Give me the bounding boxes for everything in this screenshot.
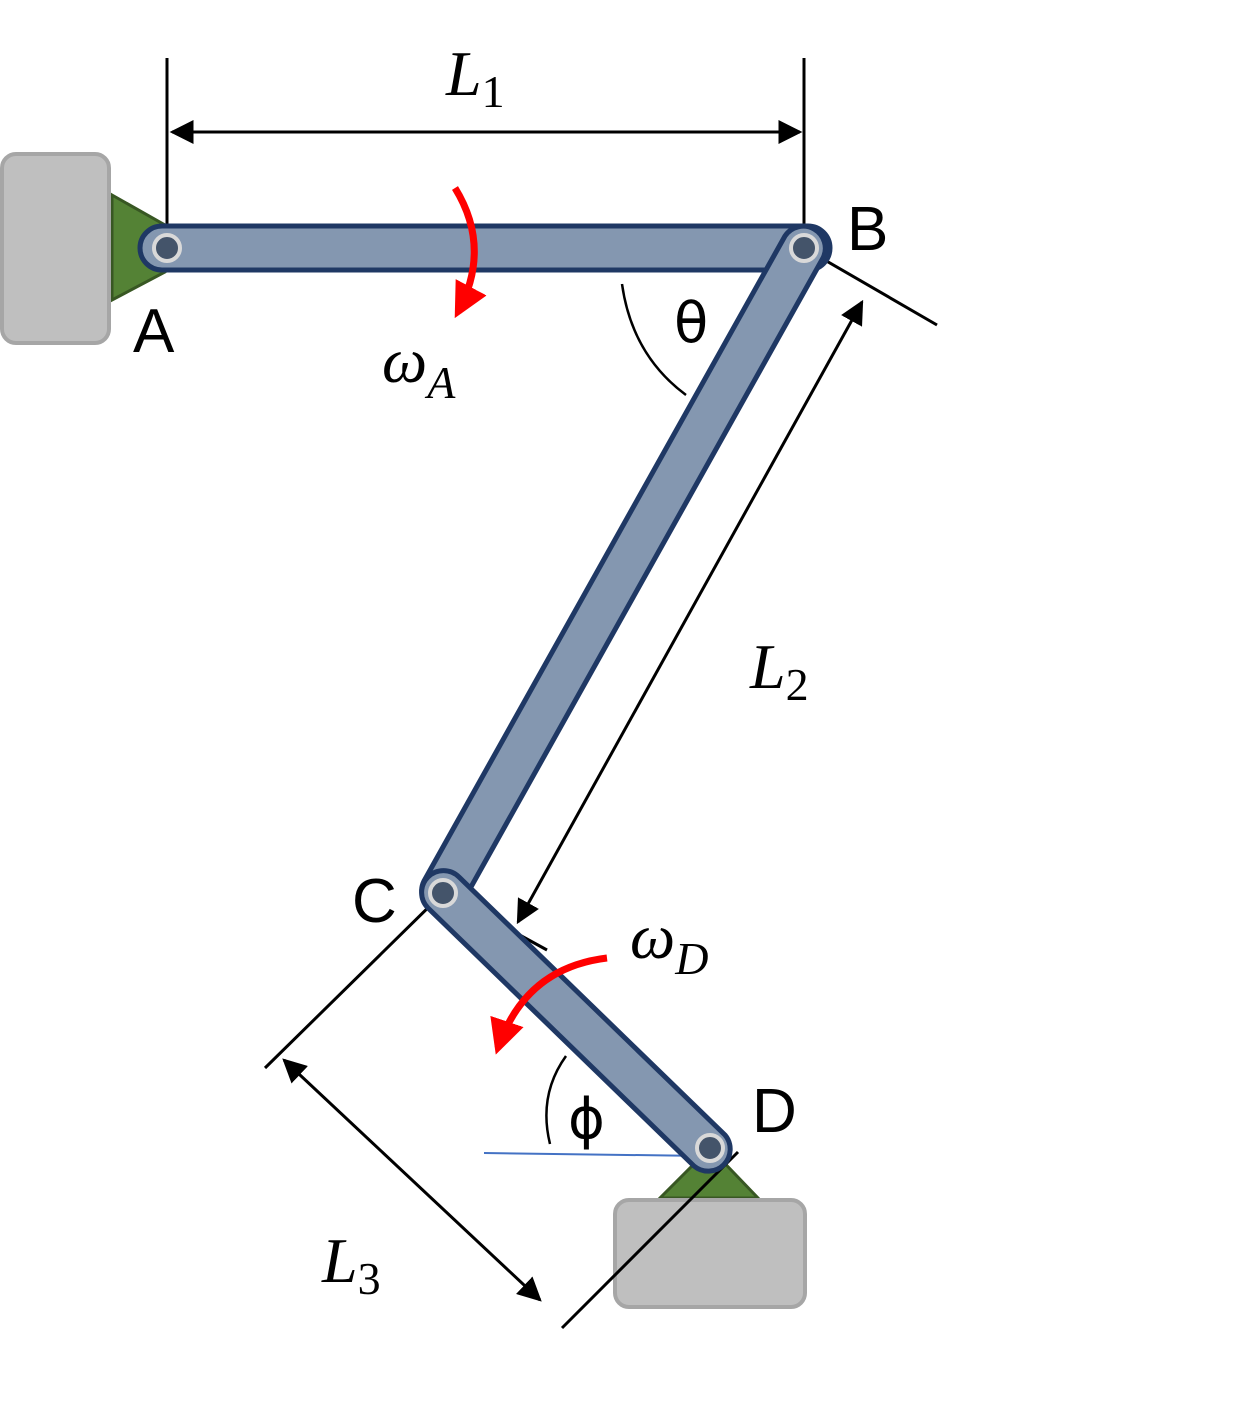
label-omega-d: ωD <box>630 901 708 984</box>
omega-d-arrow <box>490 954 608 1055</box>
omega-a-arrow <box>452 186 487 319</box>
pin-b <box>789 233 819 263</box>
link-ab <box>137 223 833 273</box>
pin-d <box>695 1133 725 1163</box>
wall-a <box>0 152 111 345</box>
label-theta: θ <box>674 291 708 356</box>
label-l3: L3 <box>321 1225 381 1304</box>
phi-arc <box>545 1055 568 1145</box>
label-point-c: C <box>352 867 397 936</box>
label-l1: L1 <box>445 38 505 117</box>
label-omega-a: ωA <box>382 325 456 408</box>
label-l2: L2 <box>749 631 809 710</box>
link-bc <box>419 223 828 916</box>
pin-a <box>152 233 182 263</box>
label-point-b: B <box>847 195 888 264</box>
label-point-d: D <box>752 1077 797 1146</box>
label-phi: ϕ <box>568 1087 605 1152</box>
dimension-l3: L3 <box>263 891 740 1330</box>
phi-reference-line <box>483 1152 706 1157</box>
label-point-a: A <box>133 297 175 366</box>
link-cd <box>419 868 733 1174</box>
ground-block-a <box>0 152 167 345</box>
theta-arc <box>620 283 687 397</box>
pin-c <box>428 878 458 908</box>
dimension-l1: L1 <box>165 38 806 225</box>
floor-d <box>613 1198 807 1309</box>
